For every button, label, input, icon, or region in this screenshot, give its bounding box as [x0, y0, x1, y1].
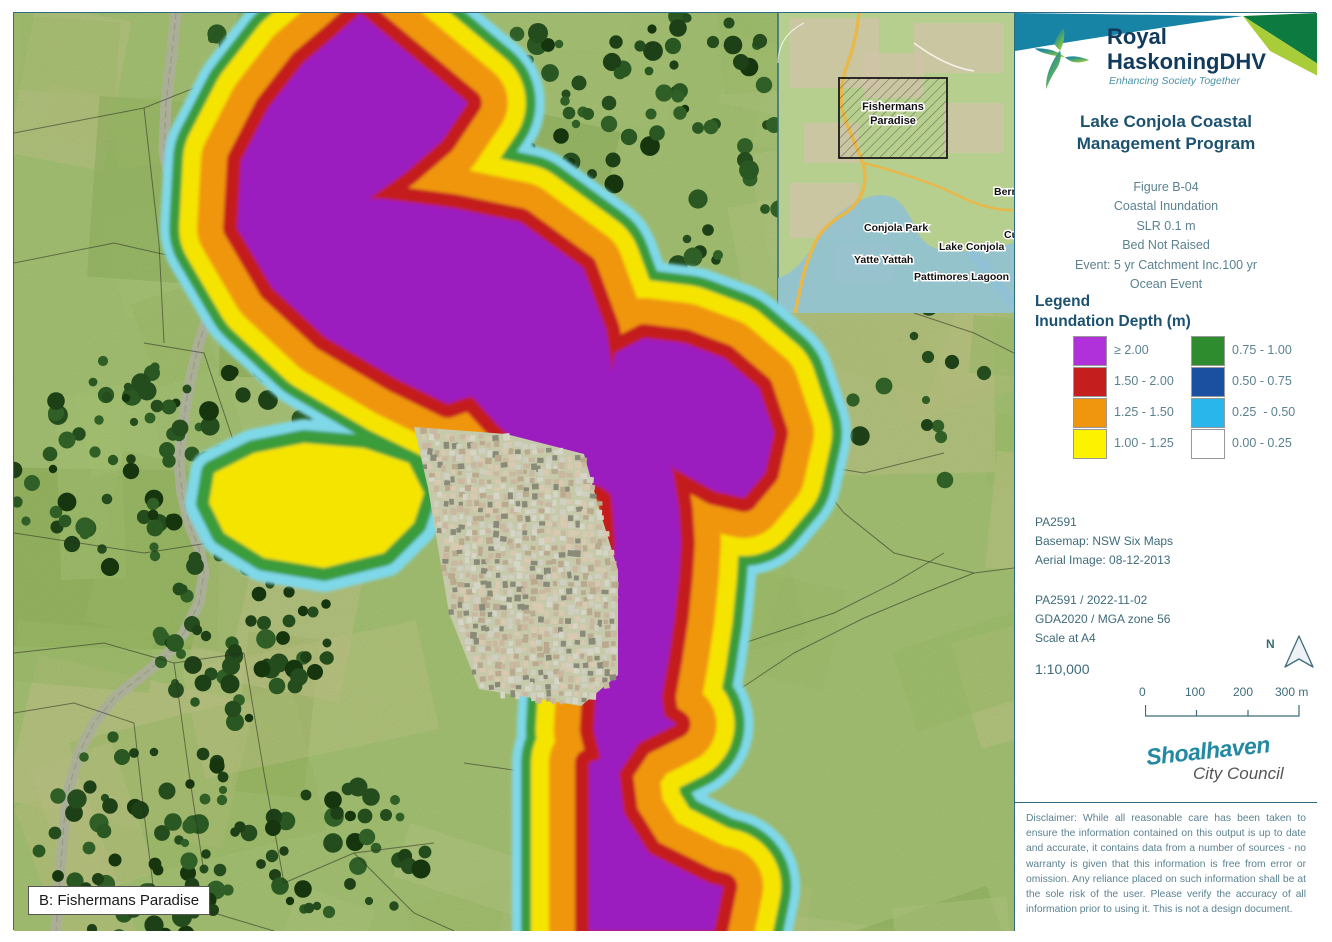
- svg-text:City Council: City Council: [1193, 764, 1285, 783]
- svg-text:Berringer Lake: Berringer Lake: [994, 186, 1014, 198]
- svg-text:Conjola Park: Conjola Park: [864, 222, 928, 234]
- svg-text:Pattimores Lagoon: Pattimores Lagoon: [914, 271, 1009, 283]
- svg-text:Paradise: Paradise: [870, 115, 916, 127]
- svg-text:Fishermans: Fishermans: [862, 101, 924, 113]
- svg-text:Lake Conjola: Lake Conjola: [939, 241, 1005, 253]
- svg-text:Yatte Yattah: Yatte Yattah: [854, 254, 913, 266]
- svg-text:Cunjurong: Cunjurong: [1004, 229, 1014, 241]
